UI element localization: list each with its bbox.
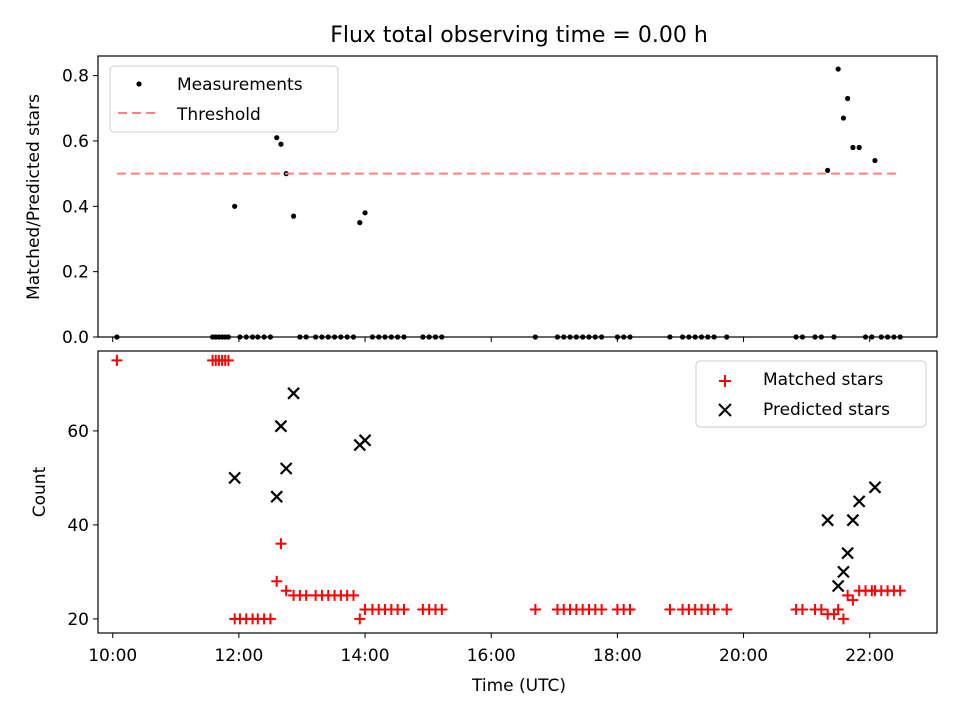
bottom-axes-frame xyxy=(97,350,938,634)
predicted-star-point xyxy=(837,565,850,579)
measurement-point xyxy=(274,135,280,141)
measurement-point xyxy=(856,144,862,151)
measurement-point xyxy=(840,115,847,121)
y-tick-label: 0.8 xyxy=(62,67,89,87)
matched-star-point xyxy=(111,354,123,366)
predicted-star-point xyxy=(841,546,854,560)
matched-star-point xyxy=(222,354,234,366)
x-tick-label: 18:00 xyxy=(593,646,642,666)
bottom-panel: 20 40 60 10:00 12:00 14:00 16:00 18:00 20:00 22:… xyxy=(30,350,938,696)
x-tick-label: 22:00 xyxy=(845,646,894,666)
bottom-legend: Matched stars Predicted stars xyxy=(695,360,927,428)
top-plot-marks xyxy=(114,66,903,340)
bottom-y-ticks: 20 40 60 xyxy=(67,422,98,630)
top-legend-box xyxy=(109,65,339,133)
top-axes-frame xyxy=(97,55,938,338)
x-tick-label: 20:00 xyxy=(719,646,768,666)
top-legend: Measurements Threshold xyxy=(109,65,339,133)
predicted-star-point xyxy=(270,490,284,503)
y-tick-label: 0.0 xyxy=(62,328,89,348)
predicted-star-point xyxy=(868,481,882,494)
bottom-legend-box xyxy=(695,360,927,428)
x-axis-label: Time (UTC) xyxy=(471,676,566,696)
matched-star-point xyxy=(275,538,287,550)
matched-star-point xyxy=(624,604,636,615)
predicted-star-point xyxy=(831,579,845,593)
x-tick-label: 16:00 xyxy=(467,646,516,666)
x-tick-label: 12:00 xyxy=(214,646,263,666)
top-panel: 0.00.20.40.60.8 Matched/Predicted stars … xyxy=(24,55,938,348)
legend-predicted-label: Predicted stars xyxy=(763,400,890,420)
bottom-y-axis-label: Count xyxy=(30,466,50,517)
matched-star-point xyxy=(596,604,608,615)
legend-predicted-marker xyxy=(718,403,732,417)
matched-star-point xyxy=(436,604,448,615)
y-tick-label: 0.2 xyxy=(62,263,89,283)
legend-matched-marker xyxy=(719,375,731,387)
measurement-point xyxy=(825,167,831,173)
measurement-point xyxy=(278,141,284,147)
y-tick-label: 0.4 xyxy=(62,197,89,217)
predicted-star-point xyxy=(846,513,860,527)
legend-measurements-label: Measurements xyxy=(177,75,303,95)
matched-star-point xyxy=(837,613,849,625)
series-matched-stars xyxy=(111,354,906,625)
predicted-star-point xyxy=(228,471,241,485)
matched-star-point xyxy=(529,604,541,615)
matched-star-point xyxy=(894,585,906,597)
matched-star-point xyxy=(271,575,283,587)
predicted-star-point xyxy=(274,419,288,433)
matched-star-point xyxy=(280,585,292,597)
matched-star-point xyxy=(354,613,366,625)
matched-star-point xyxy=(721,604,733,615)
matched-star-point xyxy=(347,589,359,601)
matched-star-point xyxy=(708,604,720,615)
matched-star-point xyxy=(847,594,859,606)
matched-star-point xyxy=(398,604,410,615)
top-y-ticks: 0.0 0.2 0.4 0.6 0.8 xyxy=(62,67,98,348)
y-tick-label: 20 xyxy=(67,610,89,630)
measurement-point xyxy=(872,157,878,164)
y-tick-label: 60 xyxy=(67,422,89,442)
legend-measurements-marker xyxy=(136,81,142,87)
matched-star-point xyxy=(842,589,854,601)
matched-star-point xyxy=(815,604,827,615)
predicted-star-point xyxy=(852,495,866,508)
matched-star-point xyxy=(264,613,276,625)
top-y-axis-label: Matched/Predicted stars xyxy=(24,94,44,300)
predicted-star-point xyxy=(287,387,300,400)
bottom-plot-marks xyxy=(111,354,906,625)
measurement-point xyxy=(845,95,851,102)
x-tick-label: 14:00 xyxy=(341,646,390,666)
measurement-point xyxy=(357,220,363,226)
series-predicted-stars xyxy=(228,387,882,593)
matched-star-point xyxy=(832,604,844,615)
measurement-point xyxy=(232,203,238,209)
x-tick-label: 10:00 xyxy=(88,646,137,666)
matched-star-point xyxy=(300,589,312,601)
predicted-star-point xyxy=(358,434,372,447)
measurement-point xyxy=(362,210,368,216)
matched-star-point xyxy=(664,604,676,615)
matched-star-point xyxy=(796,604,808,615)
measurement-point xyxy=(290,213,297,219)
bottom-x-ticks: 10:00 12:00 14:00 16:00 18:00 20:00 22:00 xyxy=(88,633,894,666)
legend-threshold-label: Threshold xyxy=(176,105,261,125)
measurement-point xyxy=(850,144,856,151)
legend-matched-label: Matched stars xyxy=(763,370,883,390)
figure-title: Flux total observing time = 0.00 h xyxy=(330,23,708,48)
predicted-star-point xyxy=(821,513,834,527)
top-x-ticks xyxy=(112,337,871,342)
measurement-point xyxy=(835,66,841,72)
predicted-star-point xyxy=(279,462,293,475)
y-tick-label: 40 xyxy=(67,516,89,536)
y-tick-label: 0.6 xyxy=(62,132,89,152)
